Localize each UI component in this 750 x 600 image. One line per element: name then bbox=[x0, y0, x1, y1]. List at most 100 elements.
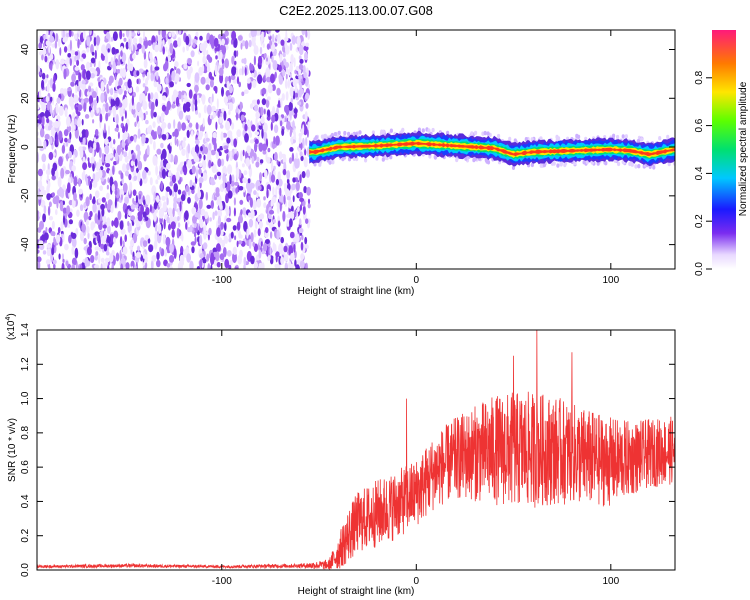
spectrogram-noise-cell bbox=[289, 73, 292, 78]
spectrogram-noise-cell bbox=[100, 257, 105, 263]
spectrogram-noise-cell bbox=[272, 106, 276, 116]
spectrogram-noise-cell bbox=[65, 260, 69, 267]
spectrogram-noise-cell bbox=[78, 177, 81, 187]
spectrogram-noise-cell bbox=[164, 248, 168, 257]
spectrogram-noise-cell bbox=[96, 107, 100, 114]
spectrogram-noise-cell bbox=[273, 136, 276, 145]
spectrogram-noise-cell bbox=[264, 239, 270, 245]
spectrogram-noise-cell bbox=[305, 262, 308, 269]
spectrogram-noise-cell bbox=[162, 201, 167, 212]
spectrogram-noise-cell bbox=[37, 210, 40, 222]
spectrogram-halo-cell bbox=[575, 133, 579, 139]
spectrogram-noise-cell bbox=[219, 51, 223, 60]
spectrogram-noise-cell bbox=[75, 84, 78, 94]
spectrogram-noise-cell bbox=[275, 186, 278, 197]
spectrogram-noise-cell bbox=[247, 178, 251, 184]
spectrogram-noise-cell bbox=[259, 46, 263, 55]
spectrogram-noise-cell bbox=[231, 174, 235, 184]
spectrogram-noise-cell bbox=[94, 264, 100, 269]
spectrogram-noise-cell bbox=[123, 108, 126, 114]
spectrogram-noise-cell bbox=[210, 149, 216, 156]
spectrogram-noise-cell bbox=[38, 240, 44, 247]
spectrogram-noise-cell bbox=[146, 126, 152, 134]
spectrogram-noise-cell bbox=[94, 254, 98, 261]
spectrogram-noise-cell bbox=[219, 222, 224, 230]
spectrogram-noise-cell bbox=[145, 111, 148, 115]
spectrogram-noise-cell bbox=[199, 162, 203, 168]
spectrogram-halo-cell bbox=[364, 158, 368, 163]
spectrogram-noise-cell bbox=[253, 45, 259, 56]
spectrogram-noise-cell bbox=[104, 102, 109, 113]
spectrogram-noise-cell bbox=[124, 110, 127, 119]
spectrogram-halo-cell bbox=[314, 135, 318, 140]
spectrogram-noise-cell bbox=[300, 241, 304, 251]
spectrogram-noise-cell bbox=[169, 42, 174, 54]
spectrogram-noise-cell bbox=[87, 157, 90, 162]
spectrogram-noise-cell bbox=[98, 158, 102, 167]
spectrogram-noise-cell bbox=[147, 92, 151, 102]
spectrogram-noise-cell bbox=[140, 204, 145, 215]
spectrogram-noise-cell bbox=[197, 60, 200, 67]
spectrogram-noise-cell bbox=[256, 99, 260, 105]
spectrogram-noise-cell bbox=[74, 51, 79, 56]
spectrogram-noise-cell bbox=[270, 174, 276, 183]
spectrogram-y-tick-label: -40 bbox=[20, 237, 31, 252]
spectrogram-noise-cell bbox=[230, 38, 234, 45]
spectrogram-noise-cell bbox=[186, 220, 190, 225]
spectrogram-noise-cell bbox=[171, 190, 175, 197]
spectrogram-noise-cell bbox=[71, 165, 76, 172]
spectrogram-halo-cell bbox=[401, 127, 405, 133]
spectrogram-noise-cell bbox=[86, 47, 90, 53]
spectrogram-noise-cell bbox=[288, 101, 293, 112]
spectrogram-noise-cell bbox=[155, 98, 159, 107]
spectrogram-noise-cell bbox=[252, 79, 257, 89]
spectrogram-noise-cell bbox=[146, 71, 150, 81]
spectrogram-noise-cell bbox=[120, 172, 124, 180]
spectrogram-noise-cell bbox=[79, 263, 83, 269]
spectrogram-noise-cell bbox=[285, 91, 289, 101]
spectrogram-noise-cell bbox=[101, 152, 105, 164]
spectrogram-noise-cell bbox=[264, 227, 269, 234]
spectrogram-noise-cell bbox=[260, 30, 266, 33]
spectrogram-noise-cell bbox=[289, 231, 295, 239]
spectrogram-noise-cell bbox=[145, 194, 151, 206]
spectrogram-noise-cell bbox=[115, 97, 120, 107]
spectrogram-noise-cell bbox=[88, 95, 94, 104]
spectrogram-noise-cell bbox=[44, 133, 50, 140]
spectrogram-halo-cell bbox=[375, 156, 379, 161]
spectrogram-noise-cell bbox=[50, 62, 53, 71]
spectrogram-noise-cell bbox=[92, 179, 98, 188]
spectrogram-noise-cell bbox=[275, 135, 280, 146]
spectrogram-noise-cell bbox=[228, 102, 234, 112]
spectrogram-noise-cell bbox=[50, 126, 56, 137]
spectrogram-noise-cell bbox=[67, 53, 72, 58]
spectrogram-noise-cell bbox=[221, 45, 227, 55]
colorbar-tick-label: 0.6 bbox=[694, 118, 705, 132]
spectrogram-noise-cell bbox=[54, 40, 58, 49]
spectrogram-noise-cell bbox=[137, 30, 140, 35]
spectrogram-noise-cell bbox=[43, 232, 49, 241]
spectrogram-noise-cell bbox=[171, 174, 177, 184]
spectrogram-noise-cell bbox=[284, 39, 288, 49]
spectrogram-noise-cell bbox=[235, 166, 240, 177]
spectrogram-noise-cell bbox=[162, 233, 166, 245]
spectrogram-noise-cell bbox=[122, 182, 128, 193]
spectrogram-halo-cell bbox=[497, 133, 501, 139]
spectrogram-noise-cell bbox=[121, 67, 127, 78]
spectrogram-noise-cell bbox=[181, 90, 185, 96]
spectrogram-noise-cell bbox=[236, 50, 239, 57]
spectrogram-noise-cell bbox=[276, 205, 280, 214]
spectrogram-noise-cell bbox=[214, 174, 218, 180]
spectrogram-noise-cell bbox=[298, 135, 302, 144]
spectrogram-noise-cell bbox=[62, 215, 66, 225]
spectrogram-noise-cell bbox=[112, 31, 118, 41]
spectrogram-noise-cell bbox=[89, 193, 92, 201]
spectrogram-noise-cell bbox=[251, 99, 257, 105]
spectrogram-noise-cell bbox=[160, 180, 164, 191]
spectrogram-noise-cell bbox=[88, 85, 92, 93]
spectrogram-noise-cell bbox=[166, 162, 171, 170]
spectrogram-noise-cell bbox=[236, 240, 239, 248]
spectrogram-noise-cell bbox=[174, 191, 177, 203]
spectrogram-noise-cell bbox=[212, 131, 217, 139]
spectrogram-noise-cell bbox=[94, 190, 100, 199]
